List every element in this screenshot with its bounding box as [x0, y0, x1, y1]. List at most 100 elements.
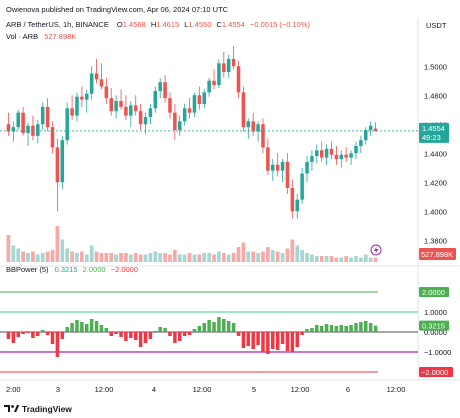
indicator-legend: BBPower (5) 0.3215 2.0000 −2.0000	[6, 265, 138, 274]
candle-body	[75, 96, 79, 116]
price-tick-label: 1.3800	[424, 236, 447, 245]
candle-body	[50, 127, 55, 148]
last-price-badge	[419, 122, 449, 143]
candle-body	[275, 164, 280, 171]
indicator-bar	[31, 332, 35, 338]
indicator-bar	[261, 332, 265, 352]
indicator-bar	[138, 332, 143, 347]
volume-bar	[344, 256, 349, 262]
candle-body	[324, 148, 329, 158]
volume-bar	[261, 251, 265, 262]
candle-body	[344, 154, 348, 158]
candle	[70, 95, 74, 120]
candle	[344, 147, 348, 162]
indicator-bar	[354, 323, 358, 332]
volume-bar	[60, 239, 65, 262]
indicator-bar	[26, 332, 30, 333]
indicator-bar	[212, 322, 216, 332]
volume-bar	[226, 254, 231, 262]
candle-body	[80, 96, 84, 100]
candle	[168, 92, 172, 119]
indicator-bar	[364, 321, 368, 332]
volume-bar	[119, 253, 123, 262]
candle	[104, 77, 109, 104]
ohlc-open-value: 1.4568	[123, 20, 146, 29]
candle	[310, 150, 314, 171]
candle	[305, 156, 309, 183]
volume-badge-text: 527.898K	[421, 250, 453, 259]
lightning-icon[interactable]	[370, 244, 382, 256]
time-tick-label: 12:00	[95, 385, 114, 394]
indicator-histogram	[6, 317, 378, 357]
indicator-value-badge-text: 0.3215	[422, 322, 445, 331]
candle	[182, 103, 187, 126]
indicator-bar	[271, 332, 275, 349]
candle-body	[217, 63, 221, 86]
indicator-bar	[324, 324, 329, 332]
indicator-bar	[124, 332, 128, 341]
candle-body	[60, 140, 65, 183]
indicator-axis-ticks: 1.0000 0.0000 −1.0000	[424, 308, 451, 357]
indicator-bar	[275, 332, 280, 350]
volume-bar	[270, 250, 275, 262]
volume-legend-label: Vol · ARB	[6, 32, 38, 41]
candle-body	[138, 111, 143, 125]
volume-bar	[177, 254, 182, 262]
volume-bar	[45, 251, 50, 262]
footer-brand: TradingView	[22, 404, 72, 414]
candle	[275, 153, 280, 177]
indicator-bar	[202, 323, 206, 332]
candle-body	[129, 105, 133, 116]
candle	[40, 102, 45, 131]
indicator-bar	[158, 327, 162, 332]
indicator-value-upper: 2.0000	[83, 265, 106, 274]
volume-bar	[138, 254, 143, 262]
candle-body	[124, 106, 128, 116]
candle	[114, 95, 118, 119]
candle-body	[364, 130, 368, 141]
candle-body	[241, 92, 246, 128]
candle-body	[271, 164, 275, 171]
ohlc-change-value: −0.0015 (−0.10%)	[250, 20, 311, 29]
volume-bar	[50, 250, 55, 262]
price-tick-label: 1.5000	[424, 62, 447, 71]
candle	[94, 59, 99, 84]
volume-bar	[94, 251, 99, 262]
candle	[153, 86, 158, 113]
volume-bar	[11, 245, 16, 262]
candle-body	[85, 93, 89, 100]
volume-bars	[6, 226, 378, 262]
ohlc-open-label: O	[117, 20, 123, 29]
candle-body	[202, 92, 206, 104]
candle	[285, 153, 290, 194]
candle-body	[65, 108, 69, 141]
candle	[324, 144, 329, 165]
candle	[89, 66, 94, 100]
indicator-bar	[329, 325, 334, 332]
indicator-bar	[178, 332, 182, 341]
time-tick-label: 12:00	[291, 385, 310, 394]
indicator-bar	[129, 332, 133, 338]
volume-bar	[89, 245, 94, 262]
indicator-bar	[148, 332, 153, 339]
volume-bar	[300, 250, 304, 262]
indicator-bar	[236, 332, 241, 336]
indicator-bar	[104, 328, 109, 332]
candle-body	[187, 108, 192, 113]
volume-bar	[70, 251, 74, 262]
candle-body	[168, 98, 172, 113]
indicator-tick-label: 1.0000	[424, 308, 447, 317]
volume-bar	[217, 251, 221, 262]
indicator-bar	[246, 332, 251, 346]
indicator-bar	[89, 319, 94, 332]
volume-bar	[334, 257, 339, 262]
candle	[266, 138, 270, 175]
volume-bar	[158, 253, 163, 262]
candle-body	[280, 161, 285, 171]
candle-body	[349, 153, 353, 158]
candle	[109, 88, 113, 116]
candle	[31, 115, 35, 141]
candle-body	[285, 161, 290, 189]
volume-bar	[143, 254, 148, 262]
